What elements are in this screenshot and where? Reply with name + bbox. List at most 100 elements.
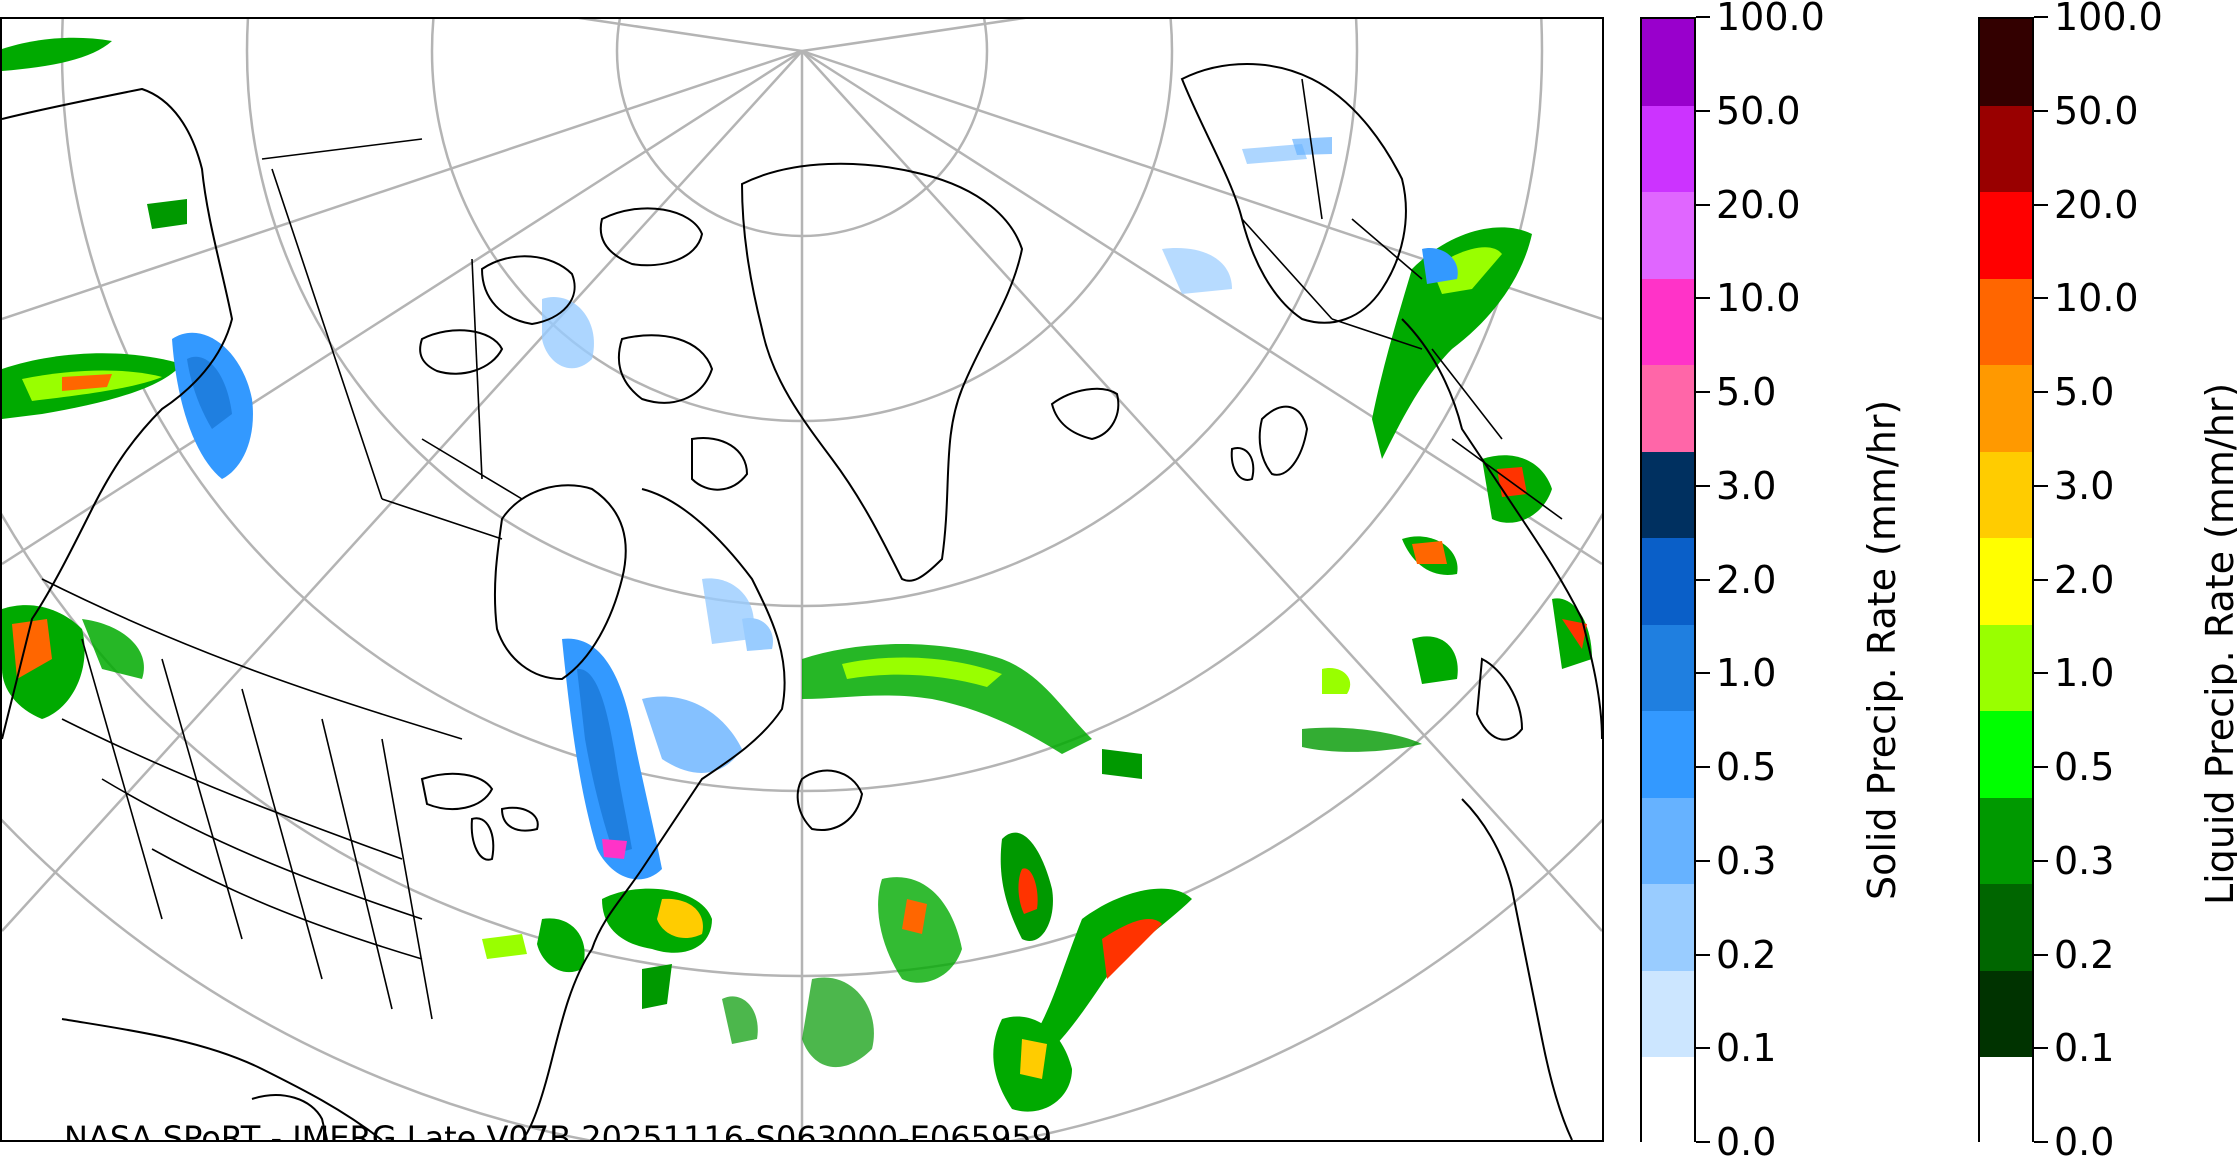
- solid-colorbar-tick: [1696, 203, 1710, 206]
- solid-colorbar-tick-label: 1.0: [1716, 651, 1777, 696]
- solid-colorbar-segment: [1642, 451, 1694, 539]
- meridian: [2, 49, 803, 321]
- liquid-colorbar-segment: [1980, 19, 2032, 106]
- meridian: [801, 50, 1602, 932]
- solid-colorbar-tick: [1696, 953, 1710, 956]
- liquid-colorbar-segment: [1980, 105, 2032, 193]
- solid-colorbar-tick: [1696, 297, 1710, 300]
- meridian: [801, 19, 1026, 53]
- solid-colorbar-tick-label: 100.0: [1716, 0, 1825, 39]
- solid-colorbar-segment: [1642, 884, 1694, 971]
- liquid-colorbar-segment: [1980, 711, 2032, 798]
- liquid-precip-colorbar: [1978, 17, 2034, 1144]
- solid-colorbar-segment: [1642, 192, 1694, 279]
- liquid-colorbar-segment: [1980, 365, 2032, 452]
- precipitation-map: NASA SPoRT - IMERG Late V07B 20251116-S0…: [0, 17, 1604, 1142]
- solid-colorbar-tick-label: 0.0: [1716, 1120, 1777, 1164]
- liquid-colorbar-tick: [2034, 484, 2048, 487]
- solid-colorbar-tick: [1696, 672, 1710, 675]
- liquid-colorbar-tick-label: 10.0: [2054, 276, 2139, 321]
- liquid-colorbar-segment: [1980, 797, 2032, 885]
- liquid-colorbar-tick-label: 3.0: [2054, 463, 2115, 508]
- liquid-precip-colorbar-title: Liquid Precip. Rate (mm/hr): [2198, 382, 2237, 905]
- solid-colorbar-segment: [1642, 1057, 1694, 1144]
- meridian: [2, 49, 803, 566]
- coastlines: [2, 63, 1602, 1140]
- liquid-colorbar-tick-label: 0.0: [2054, 1120, 2115, 1164]
- meridian: [801, 49, 1602, 566]
- solid-precip-colorbar: [1640, 17, 1696, 1144]
- solid-colorbar-tick: [1696, 109, 1710, 112]
- solid-colorbar-tick-label: 5.0: [1716, 370, 1777, 414]
- map-canvas: [2, 19, 1602, 1140]
- solid-colorbar-tick-label: 0.3: [1716, 838, 1777, 883]
- solid-colorbar-tick: [1696, 484, 1710, 487]
- liquid-colorbar-tick: [2034, 1047, 2048, 1050]
- solid-colorbar-tick-label: 10.0: [1716, 276, 1801, 321]
- solid-precipitation-layer: [172, 137, 1458, 880]
- solid-colorbar-segment: [1642, 970, 1694, 1058]
- solid-colorbar-segment: [1642, 711, 1694, 798]
- liquid-colorbar-tick-label: 0.2: [2054, 932, 2115, 977]
- liquid-colorbar-tick-label: 0.5: [2054, 745, 2115, 789]
- hudson-bay-coastline: [493, 484, 627, 681]
- liquid-colorbar-tick-label: 100.0: [2054, 0, 2163, 39]
- west-coast: [2, 87, 234, 740]
- solid-colorbar-tick-label: 2.0: [1716, 557, 1777, 602]
- solid-colorbar-tick: [1696, 578, 1710, 581]
- solid-colorbar-tick: [1696, 391, 1710, 393]
- liquid-colorbar-tick-label: 20.0: [2054, 182, 2139, 227]
- liquid-colorbar-tick: [2034, 16, 2048, 18]
- solid-colorbar-tick-label: 0.2: [1716, 932, 1777, 977]
- greenland-coastline: [740, 162, 1024, 582]
- solid-colorbar-segment: [1642, 624, 1694, 712]
- solid-colorbar-tick-label: 3.0: [1716, 463, 1777, 508]
- liquid-colorbar-segment: [1980, 884, 2032, 971]
- meridian: [2, 50, 803, 932]
- liquid-colorbar-segment: [1980, 192, 2032, 279]
- east-coast: [521, 488, 786, 1140]
- iceland-coastline: [1050, 387, 1120, 441]
- liquid-colorbar-tick: [2034, 766, 2048, 768]
- solid-colorbar-tick-label: 50.0: [1716, 88, 1801, 133]
- liquid-colorbar-tick: [2034, 109, 2048, 112]
- liquid-colorbar-segment: [1980, 1057, 2032, 1144]
- liquid-colorbar-segment: [1980, 451, 2032, 539]
- liquid-colorbar-tick-label: 0.3: [2054, 838, 2115, 883]
- liquid-colorbar-tick: [2034, 578, 2048, 581]
- solid-precip-colorbar-title: Solid Precip. Rate (mm/hr): [1860, 399, 1904, 900]
- liquid-colorbar-tick: [2034, 203, 2048, 206]
- data-source-caption: NASA SPoRT - IMERG Late V07B 20251116-S0…: [64, 1119, 1053, 1142]
- liquid-precipitation-layer: [2, 37, 1592, 1112]
- solid-colorbar-segment: [1642, 105, 1694, 193]
- liquid-colorbar-tick-label: 1.0: [2054, 651, 2115, 696]
- liquid-colorbar-tick: [2034, 297, 2048, 300]
- solid-colorbar-tick: [1696, 1047, 1710, 1050]
- solid-colorbar-tick: [1696, 766, 1710, 768]
- political-borders: [41, 78, 1563, 1020]
- liquid-colorbar-tick: [2034, 953, 2048, 956]
- solid-colorbar-segment: [1642, 797, 1694, 885]
- liquid-colorbar-tick-label: 2.0: [2054, 557, 2115, 602]
- solid-colorbar-tick-label: 0.1: [1716, 1026, 1777, 1071]
- solid-colorbar-segment: [1642, 19, 1694, 106]
- liquid-colorbar-segment: [1980, 970, 2032, 1058]
- liquid-colorbar-tick: [2034, 1141, 2048, 1143]
- solid-colorbar-tick: [1696, 859, 1710, 862]
- solid-colorbar-segment: [1642, 278, 1694, 366]
- solid-colorbar-segment: [1642, 538, 1694, 625]
- solid-colorbar-tick: [1696, 1141, 1710, 1143]
- solid-colorbar-tick-label: 20.0: [1716, 182, 1801, 227]
- liquid-colorbar-tick-label: 0.1: [2054, 1026, 2115, 1071]
- liquid-colorbar-tick-label: 50.0: [2054, 88, 2139, 133]
- liquid-colorbar-tick: [2034, 391, 2048, 393]
- liquid-colorbar-segment: [1980, 278, 2032, 366]
- solid-colorbar-tick: [1696, 16, 1710, 18]
- liquid-colorbar-segment: [1980, 624, 2032, 712]
- solid-colorbar-segment: [1642, 365, 1694, 452]
- graticule: [2, 19, 1602, 1140]
- solid-colorbar-tick-label: 0.5: [1716, 745, 1777, 789]
- meridian: [578, 19, 803, 53]
- liquid-colorbar-tick-label: 5.0: [2054, 370, 2115, 414]
- liquid-colorbar-tick: [2034, 672, 2048, 675]
